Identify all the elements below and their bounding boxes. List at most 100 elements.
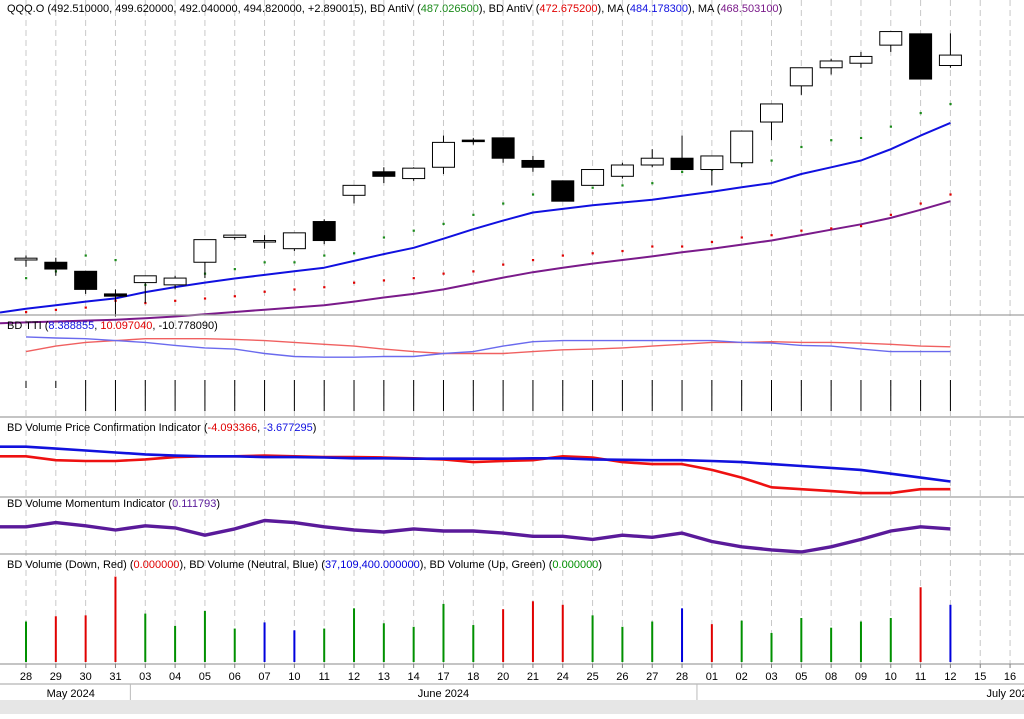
candle <box>193 239 217 279</box>
panel-separators <box>0 314 1024 714</box>
candle-body <box>372 171 396 177</box>
antiv-green-point <box>919 111 922 115</box>
legend-segment: 10.097040 <box>100 320 152 332</box>
candle <box>909 33 933 80</box>
legend-segment: 8.388855 <box>48 320 94 332</box>
legend-segment: 0.000000 <box>552 559 598 571</box>
legend-segment: -4.093366 <box>208 422 258 434</box>
candle-body <box>879 31 903 46</box>
grid <box>25 0 1011 664</box>
date-label: 28 <box>20 671 32 683</box>
candle-body <box>610 164 634 177</box>
candle <box>461 137 485 145</box>
legend-segment: -3.677295 <box>263 422 313 434</box>
legend-segment: 472.675200 <box>539 3 597 15</box>
date-label: 04 <box>169 671 181 683</box>
month-label: June 2024 <box>418 688 469 700</box>
candle-body <box>193 239 217 263</box>
date-label: 30 <box>80 671 92 683</box>
candle-body <box>760 103 783 123</box>
antiv-red-point <box>174 299 177 302</box>
date-label: 10 <box>885 671 897 683</box>
legend-segment: 37,109,400.000000 <box>325 559 420 571</box>
price-panel[interactable] <box>0 31 962 325</box>
candle-body <box>938 54 962 66</box>
candle-body <box>640 157 664 166</box>
candle <box>14 255 38 267</box>
antiv-green-point <box>263 261 266 264</box>
antiv-red-point <box>770 234 773 237</box>
candle <box>491 137 515 163</box>
antiv-red-point <box>710 240 714 244</box>
candle-body <box>521 159 545 168</box>
candle-body <box>133 275 157 284</box>
legend-segment: 0.000000 <box>134 559 180 571</box>
tti-red-line <box>25 338 951 355</box>
candle <box>342 184 366 204</box>
date-label: 03 <box>139 671 151 683</box>
date-label: 27 <box>646 671 658 683</box>
volume-panel[interactable] <box>25 576 952 662</box>
date-label: 21 <box>527 671 539 683</box>
legend-segment: 484.178300 <box>630 3 688 15</box>
date-label: 15 <box>974 671 986 683</box>
date-label: 05 <box>199 671 211 683</box>
antiv-red-point <box>54 308 58 311</box>
antiv-red-point <box>740 236 743 239</box>
antiv-red-point <box>651 245 654 248</box>
antiv-green-point <box>531 193 535 196</box>
month-label: July 2024 <box>987 688 1024 700</box>
candle <box>163 275 187 290</box>
antiv-red-point <box>859 225 863 228</box>
antiv-green-point <box>830 139 833 142</box>
antiv-red-point <box>830 227 833 230</box>
candle <box>431 135 455 175</box>
candle-body <box>402 167 426 180</box>
candle <box>938 33 962 68</box>
candle <box>372 167 396 184</box>
candle-body <box>74 270 98 290</box>
date-label: 01 <box>706 671 718 683</box>
candle-body <box>819 60 843 69</box>
candle-body <box>103 293 127 297</box>
legend-segment: ) <box>313 422 317 434</box>
date-label: 12 <box>348 671 360 683</box>
candle-body <box>551 180 575 202</box>
antiv-red-point <box>84 306 87 309</box>
legend-segment: ) <box>779 3 783 15</box>
vmi-panel[interactable] <box>0 518 951 554</box>
candle-body <box>342 184 366 196</box>
candle-body <box>789 67 813 87</box>
candle-body <box>700 155 724 171</box>
candle <box>879 31 903 52</box>
antiv-red-point <box>353 281 356 284</box>
legend-segment: ), BD Volume (Neutral, Blue) ( <box>179 559 325 571</box>
antiv-green-point <box>502 202 505 205</box>
legend-segment: 0.111793 <box>172 498 216 510</box>
antiv-green-point <box>233 268 236 271</box>
legend-segment: BD Volume Price Confirmation Indicator ( <box>7 422 208 434</box>
tti-panel[interactable] <box>25 336 951 411</box>
legend-segment: QQQ.O (492.510000, 499.620000, 492.04000… <box>7 3 370 15</box>
date-label: 20 <box>497 671 509 683</box>
legend-segment: 487.026500 <box>421 3 479 15</box>
legend-segment: , <box>257 422 263 434</box>
candle-body <box>282 232 306 250</box>
vpc-panel[interactable] <box>0 445 951 495</box>
legend-segment: ) <box>598 559 602 571</box>
candle <box>789 67 813 95</box>
date-label: 08 <box>825 671 837 683</box>
antiv-red-point <box>263 290 266 293</box>
candle-body <box>431 141 455 168</box>
legend-segment: , <box>94 320 100 332</box>
price-legend: QQQ.O (492.510000, 499.620000, 492.04000… <box>7 3 782 15</box>
antiv-green-point <box>412 229 415 232</box>
antiv-green-point <box>382 236 386 239</box>
legend-segment: BD Volume Momentum Indicator ( <box>7 498 172 510</box>
date-label: 17 <box>437 671 449 683</box>
legend-segment: ), MA ( <box>598 3 631 15</box>
antiv-green-point <box>770 159 773 162</box>
date-label: 26 <box>616 671 628 683</box>
